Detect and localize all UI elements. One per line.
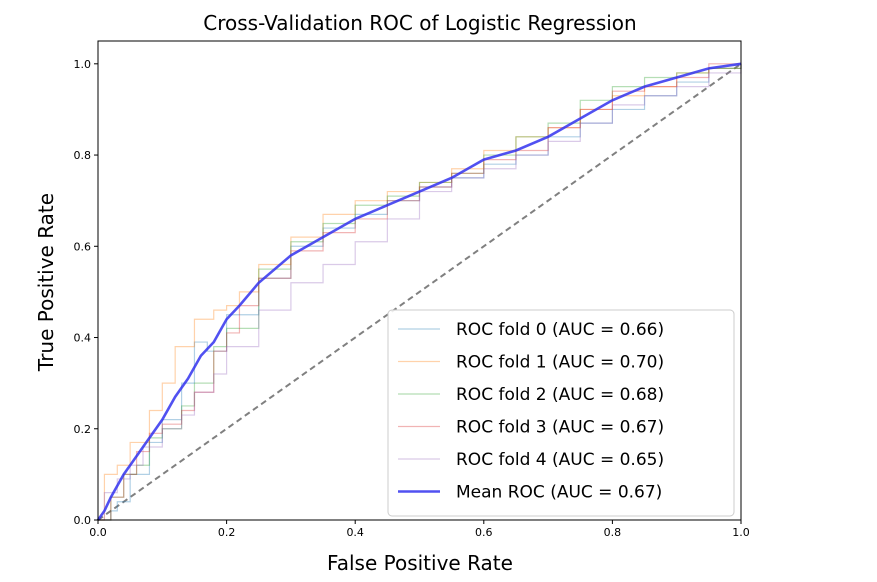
series-line-2	[98, 63, 742, 521]
y-tick-label-0: 0.0	[74, 514, 92, 527]
series-line-4	[98, 63, 742, 521]
legend-label-5: Mean ROC (AUC = 0.67)	[456, 483, 662, 503]
y-axis-label: True Positive Rate	[34, 193, 58, 372]
legend-label-1: ROC fold 1 (AUC = 0.70)	[456, 353, 664, 373]
legend-label-2: ROC fold 2 (AUC = 0.68)	[456, 385, 664, 405]
y-axis-ticks: 0.0 0.2 0.4 0.6 0.8 1.0	[74, 58, 98, 527]
y-tick-label-1: 0.2	[74, 423, 92, 436]
x-tick-label-1: 0.2	[218, 526, 236, 539]
axes-frame	[97, 40, 742, 521]
chart-title: Cross-Validation ROC of Logistic Regress…	[203, 11, 636, 35]
legend-box	[387, 309, 735, 517]
series-line-5	[96, 62, 742, 521]
series-line-1	[98, 63, 742, 521]
x-axis-label: False Positive Rate	[327, 551, 513, 575]
x-tick-label-0: 0.0	[89, 526, 107, 539]
legend-label-0: ROC fold 0 (AUC = 0.66)	[456, 320, 664, 340]
legend-label-4: ROC fold 4 (AUC = 0.65)	[456, 450, 664, 470]
legend: ROC fold 0 (AUC = 0.66) ROC fold 1 (AUC =…	[387, 309, 735, 517]
y-tick-label-2: 0.4	[74, 332, 92, 345]
x-tick-label-5: 1.0	[732, 526, 750, 539]
x-tick-label-3: 0.6	[475, 526, 493, 539]
plot-area	[96, 40, 742, 521]
x-tick-label-4: 0.8	[604, 526, 622, 539]
series-line-0	[98, 63, 742, 521]
y-tick-label-3: 0.6	[74, 240, 92, 253]
legend-label-3: ROC fold 3 (AUC = 0.67)	[456, 418, 664, 438]
chance-line	[97, 62, 742, 521]
x-axis-ticks: 0.0 0.2 0.4 0.6 0.8 1.0	[89, 520, 750, 539]
y-tick-label-5: 1.0	[74, 58, 92, 71]
x-tick-label-2: 0.4	[346, 526, 364, 539]
y-tick-label-4: 0.8	[74, 149, 92, 162]
